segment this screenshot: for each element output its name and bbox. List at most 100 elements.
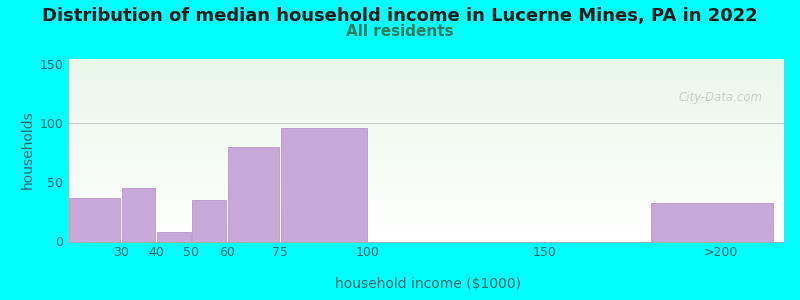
Bar [68, 233, 784, 234]
Bar [68, 148, 784, 149]
Bar [68, 129, 784, 130]
Bar [68, 104, 784, 105]
Bar [68, 192, 784, 193]
Text: Distribution of median household income in Lucerne Mines, PA in 2022: Distribution of median household income … [42, 8, 758, 26]
Bar [68, 144, 784, 145]
Bar [68, 92, 784, 93]
Bar [68, 130, 784, 131]
Bar [68, 231, 784, 232]
Bar [68, 166, 784, 167]
Bar [68, 189, 784, 190]
Bar [68, 100, 784, 101]
Bar [68, 159, 784, 160]
Bar [68, 169, 784, 170]
Bar [68, 107, 784, 108]
Bar [68, 58, 784, 59]
Bar [68, 64, 784, 65]
Bar [68, 162, 784, 163]
Bar [68, 216, 784, 217]
Bar [68, 69, 784, 70]
Bar [228, 147, 278, 242]
Bar [68, 240, 784, 241]
Bar [68, 186, 784, 187]
Bar [68, 224, 784, 225]
Bar [68, 133, 784, 134]
Bar [68, 140, 784, 141]
Bar [68, 71, 784, 72]
Bar [68, 236, 784, 237]
Bar [68, 80, 784, 81]
Bar [68, 81, 784, 82]
Bar [68, 115, 784, 116]
Bar [68, 61, 784, 62]
Bar [68, 108, 784, 109]
Bar [68, 160, 784, 161]
Bar [68, 84, 784, 85]
Bar [68, 114, 784, 115]
Bar [68, 94, 784, 95]
Bar [68, 100, 784, 101]
Bar [68, 62, 784, 63]
Bar [68, 164, 784, 165]
Bar [68, 149, 784, 150]
Bar [68, 207, 784, 208]
Bar [68, 86, 784, 87]
Bar [68, 222, 784, 223]
Bar [68, 173, 784, 174]
Bar [68, 235, 784, 236]
Bar [68, 191, 784, 192]
Bar [68, 99, 784, 100]
Bar [68, 172, 784, 173]
Bar [68, 185, 784, 186]
Bar [68, 221, 784, 222]
Bar [68, 165, 784, 166]
Bar [68, 60, 784, 61]
Bar [68, 83, 784, 84]
Bar [68, 229, 784, 230]
Bar [68, 188, 784, 189]
Bar [68, 102, 784, 103]
Bar [68, 111, 784, 112]
Bar [68, 66, 784, 67]
Bar [68, 91, 784, 92]
Bar [192, 200, 226, 242]
Bar [68, 118, 784, 119]
Bar [68, 73, 784, 74]
Bar [68, 227, 784, 228]
Bar [68, 181, 784, 182]
Bar [68, 232, 784, 233]
Text: household income ($1000): household income ($1000) [335, 277, 521, 291]
Bar [68, 59, 784, 60]
Bar [68, 206, 784, 207]
Bar [68, 234, 784, 235]
Bar [68, 202, 784, 203]
Bar [68, 128, 784, 129]
Bar [68, 109, 784, 110]
Bar [68, 204, 784, 205]
Bar [68, 209, 784, 210]
Y-axis label: households: households [21, 111, 35, 189]
Bar [68, 139, 784, 140]
Bar [68, 171, 784, 172]
Bar [68, 63, 784, 64]
Bar [68, 113, 784, 114]
Bar [68, 117, 784, 118]
Bar [68, 238, 784, 239]
Text: City-Data.com: City-Data.com [678, 92, 762, 104]
Bar [68, 151, 784, 152]
Bar [68, 85, 784, 86]
Bar [68, 147, 784, 148]
Bar [68, 131, 784, 132]
Bar [68, 226, 784, 227]
Bar [68, 152, 784, 153]
Bar [281, 128, 367, 242]
Bar [68, 68, 784, 69]
Bar [68, 213, 784, 214]
Bar [68, 143, 784, 144]
Bar [68, 88, 784, 89]
Bar [68, 70, 784, 71]
Bar [157, 232, 190, 242]
Bar [68, 97, 784, 98]
Bar [68, 170, 784, 171]
Bar [68, 177, 784, 178]
